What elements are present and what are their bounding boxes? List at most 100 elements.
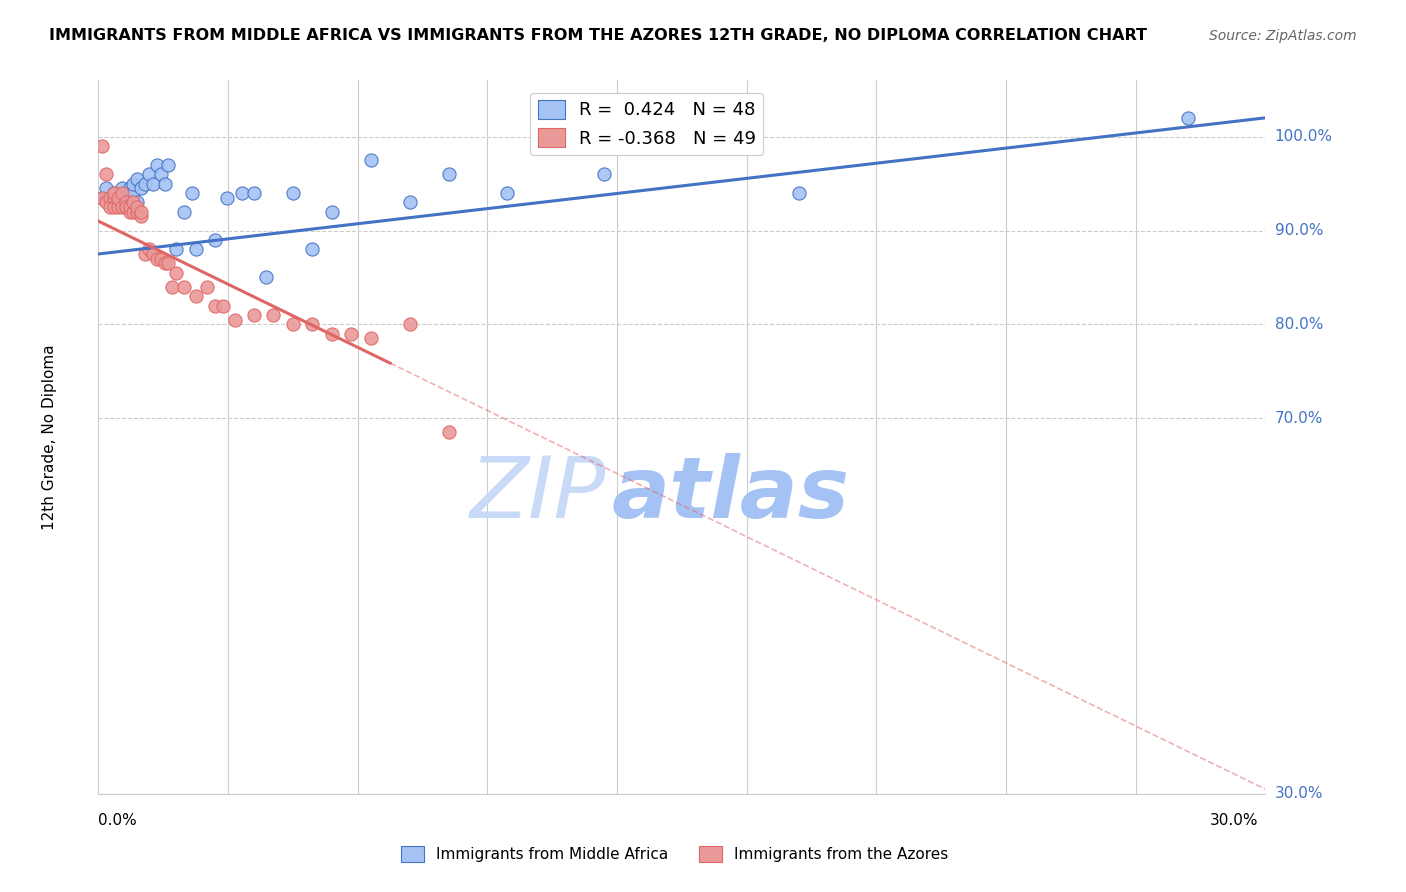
- Point: [134, 247, 156, 261]
- Point: [262, 308, 284, 322]
- Point: [118, 195, 141, 210]
- Text: Source: ZipAtlas.com: Source: ZipAtlas.com: [1209, 29, 1357, 43]
- Point: [165, 242, 187, 256]
- Point: [127, 195, 149, 210]
- Point: [321, 204, 343, 219]
- Point: [184, 289, 207, 303]
- Point: [91, 139, 114, 153]
- Point: [231, 186, 253, 200]
- Point: [212, 299, 235, 313]
- Point: [114, 200, 136, 214]
- Point: [96, 191, 118, 205]
- Point: [114, 200, 136, 214]
- Point: [107, 195, 129, 210]
- Point: [437, 167, 460, 181]
- Point: [157, 158, 180, 172]
- Point: [142, 177, 165, 191]
- Point: [98, 191, 121, 205]
- Point: [103, 191, 125, 205]
- Point: [165, 266, 187, 280]
- Point: [114, 195, 136, 210]
- Point: [787, 186, 810, 200]
- Point: [398, 318, 420, 332]
- Point: [122, 204, 145, 219]
- Point: [129, 210, 152, 224]
- Point: [1177, 111, 1199, 125]
- Point: [111, 195, 134, 210]
- Point: [98, 191, 121, 205]
- Point: [103, 186, 125, 200]
- Point: [301, 242, 323, 256]
- Point: [98, 200, 121, 214]
- Point: [495, 186, 517, 200]
- Point: [243, 308, 266, 322]
- Point: [153, 256, 176, 270]
- Point: [107, 195, 129, 210]
- Point: [127, 204, 149, 219]
- Point: [114, 186, 136, 200]
- Point: [204, 233, 226, 247]
- Point: [142, 247, 165, 261]
- Point: [111, 200, 134, 214]
- Text: 80.0%: 80.0%: [1275, 317, 1323, 332]
- Point: [146, 158, 169, 172]
- Point: [111, 181, 134, 195]
- Point: [107, 200, 129, 214]
- Point: [173, 204, 195, 219]
- Point: [321, 326, 343, 341]
- Text: 100.0%: 100.0%: [1275, 129, 1333, 145]
- Point: [98, 195, 121, 210]
- Point: [301, 318, 323, 332]
- Point: [195, 280, 218, 294]
- Point: [184, 242, 207, 256]
- Point: [127, 200, 149, 214]
- Point: [398, 195, 420, 210]
- Point: [254, 270, 277, 285]
- Point: [122, 195, 145, 210]
- Point: [96, 167, 118, 181]
- Point: [153, 177, 176, 191]
- Point: [107, 191, 129, 205]
- Point: [103, 186, 125, 200]
- Point: [96, 181, 118, 195]
- Text: 90.0%: 90.0%: [1275, 223, 1323, 238]
- Text: ZIP: ZIP: [470, 452, 606, 536]
- Point: [103, 200, 125, 214]
- Point: [103, 195, 125, 210]
- Point: [122, 195, 145, 210]
- Point: [138, 242, 160, 256]
- Legend: R =  0.424   N = 48, R = -0.368   N = 49: R = 0.424 N = 48, R = -0.368 N = 49: [530, 93, 763, 155]
- Point: [114, 195, 136, 210]
- Point: [118, 204, 141, 219]
- Point: [91, 191, 114, 205]
- Text: 30.0%: 30.0%: [1211, 814, 1258, 828]
- Point: [162, 280, 184, 294]
- Point: [157, 256, 180, 270]
- Legend: Immigrants from Middle Africa, Immigrants from the Azores: Immigrants from Middle Africa, Immigrant…: [395, 840, 955, 868]
- Point: [118, 200, 141, 214]
- Text: 0.0%: 0.0%: [98, 814, 138, 828]
- Point: [122, 177, 145, 191]
- Point: [340, 326, 363, 341]
- Text: IMMIGRANTS FROM MIDDLE AFRICA VS IMMIGRANTS FROM THE AZORES 12TH GRADE, NO DIPLO: IMMIGRANTS FROM MIDDLE AFRICA VS IMMIGRA…: [49, 29, 1147, 43]
- Point: [360, 331, 382, 345]
- Point: [149, 167, 172, 181]
- Point: [127, 172, 149, 186]
- Point: [243, 186, 266, 200]
- Point: [91, 191, 114, 205]
- Point: [360, 153, 382, 167]
- Point: [437, 425, 460, 440]
- Text: 12th Grade, No Diploma: 12th Grade, No Diploma: [42, 344, 56, 530]
- Point: [129, 204, 152, 219]
- Point: [215, 191, 238, 205]
- Point: [173, 280, 195, 294]
- Point: [129, 181, 152, 195]
- Point: [281, 318, 304, 332]
- Point: [111, 186, 134, 200]
- Text: atlas: atlas: [612, 452, 851, 536]
- Point: [118, 181, 141, 195]
- Point: [180, 186, 202, 200]
- Point: [138, 167, 160, 181]
- Point: [146, 252, 169, 266]
- Text: 30.0%: 30.0%: [1275, 787, 1323, 801]
